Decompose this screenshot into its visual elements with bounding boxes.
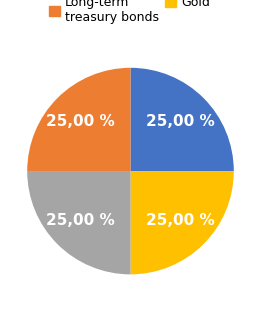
Wedge shape bbox=[27, 171, 130, 274]
Wedge shape bbox=[130, 171, 234, 274]
Text: 25,00 %: 25,00 % bbox=[146, 114, 215, 129]
Wedge shape bbox=[130, 68, 234, 171]
Text: 25,00 %: 25,00 % bbox=[46, 114, 115, 129]
Text: 25,00 %: 25,00 % bbox=[46, 213, 115, 228]
Text: 25,00 %: 25,00 % bbox=[146, 213, 215, 228]
Legend: Equity, Long-term
treasury bonds, Cash, Gold: Equity, Long-term treasury bonds, Cash, … bbox=[44, 0, 217, 29]
Wedge shape bbox=[27, 68, 130, 171]
